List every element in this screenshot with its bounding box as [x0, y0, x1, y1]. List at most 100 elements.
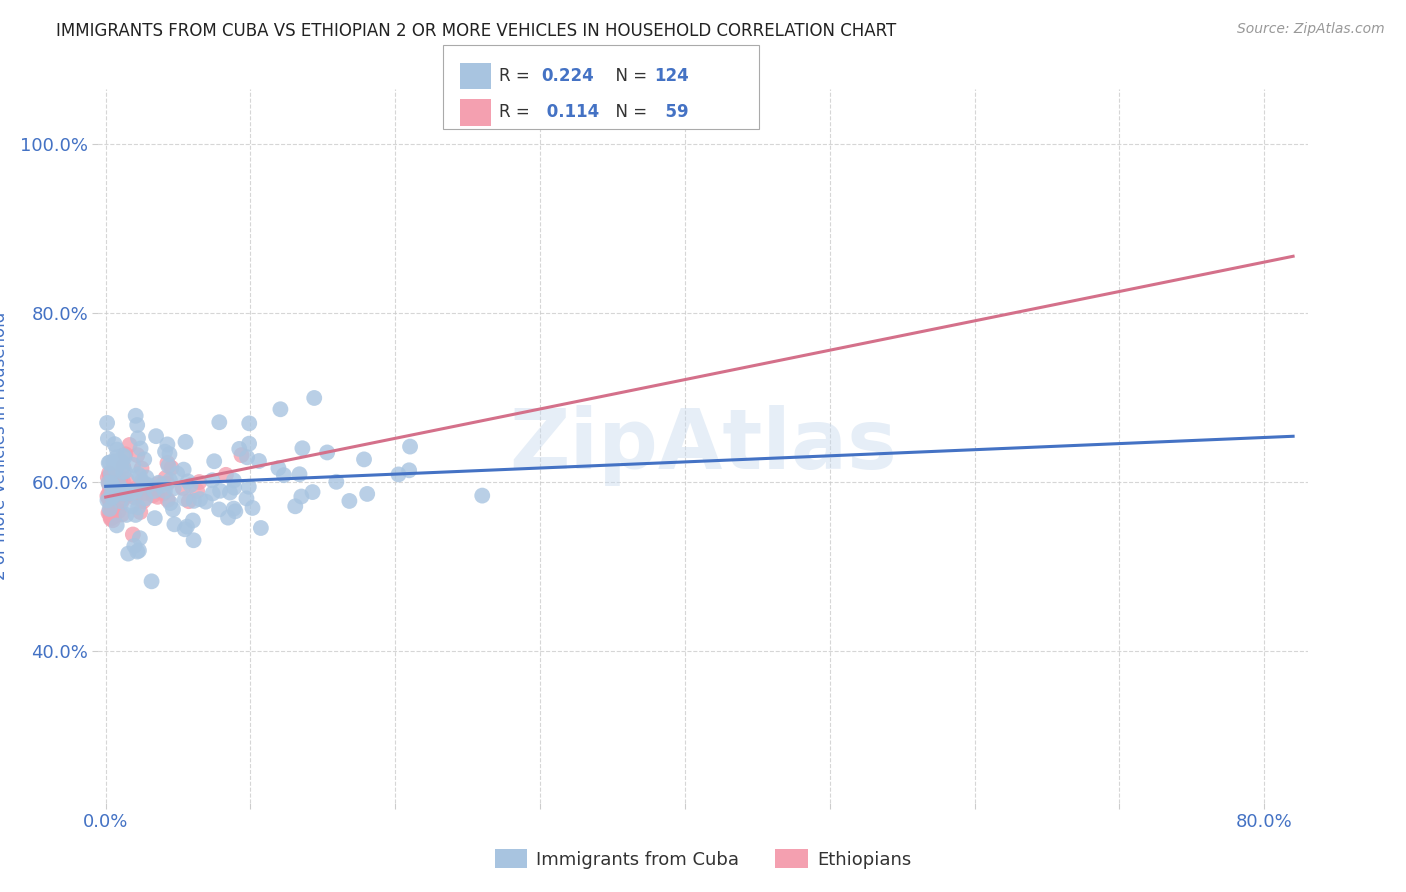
Point — [114, 465, 136, 479]
Point — [159, 496, 181, 510]
Point — [173, 522, 195, 536]
Point — [172, 481, 194, 495]
Point — [100, 490, 122, 504]
Point — [250, 521, 273, 535]
Y-axis label: 2 or more Vehicles in Household: 2 or more Vehicles in Household — [0, 312, 8, 580]
Point — [125, 482, 148, 496]
Point — [127, 500, 149, 515]
Point — [127, 544, 149, 558]
Point — [159, 474, 181, 488]
Point — [238, 480, 260, 494]
Point — [112, 475, 135, 490]
Point — [208, 415, 231, 429]
Point — [219, 485, 242, 500]
Point — [142, 488, 165, 502]
Point — [128, 543, 150, 558]
Point — [150, 479, 173, 493]
Point — [98, 491, 121, 506]
Point — [129, 442, 152, 456]
Point — [120, 486, 142, 500]
Point — [156, 456, 179, 470]
Point — [153, 483, 176, 498]
Point — [127, 448, 149, 462]
Point — [160, 461, 183, 475]
Point — [236, 450, 259, 465]
Point — [97, 506, 120, 520]
Point — [97, 470, 120, 484]
Text: N =: N = — [605, 67, 652, 85]
Point — [141, 482, 163, 496]
Point — [188, 475, 211, 489]
Point — [96, 493, 118, 508]
Point — [100, 486, 122, 500]
Point — [290, 490, 312, 504]
Point — [101, 509, 124, 524]
Point — [134, 452, 156, 467]
Point — [176, 519, 198, 533]
Point — [98, 480, 121, 494]
Point — [201, 473, 224, 487]
Point — [101, 491, 124, 505]
Point — [122, 458, 145, 472]
Point — [224, 481, 246, 495]
Point — [131, 461, 153, 475]
Point — [112, 465, 135, 479]
Point — [134, 491, 156, 506]
Point — [177, 475, 200, 489]
Point — [471, 489, 494, 503]
Point — [112, 449, 135, 463]
Point — [97, 432, 120, 446]
Point — [110, 484, 132, 499]
Point — [183, 533, 205, 548]
Point — [238, 417, 260, 431]
Point — [186, 484, 208, 499]
Point — [188, 492, 211, 507]
Point — [131, 475, 153, 489]
Point — [115, 508, 138, 522]
Point — [353, 452, 375, 467]
Point — [132, 494, 155, 508]
Point — [127, 431, 149, 445]
Point — [100, 466, 122, 480]
Text: IMMIGRANTS FROM CUBA VS ETHIOPIAN 2 OR MORE VEHICLES IN HOUSEHOLD CORRELATION CH: IMMIGRANTS FROM CUBA VS ETHIOPIAN 2 OR M… — [56, 22, 897, 40]
Point — [107, 504, 129, 518]
Point — [228, 442, 250, 456]
Text: Source: ZipAtlas.com: Source: ZipAtlas.com — [1237, 22, 1385, 37]
Point — [224, 504, 246, 518]
Point — [112, 484, 135, 499]
Point — [104, 463, 127, 477]
Point — [273, 468, 295, 483]
Point — [284, 500, 307, 514]
Point — [121, 499, 143, 513]
Point — [104, 486, 127, 500]
Point — [316, 445, 339, 459]
Point — [291, 442, 314, 456]
Point — [124, 491, 146, 505]
Point — [152, 486, 174, 500]
Point — [114, 484, 136, 499]
Point — [98, 466, 121, 480]
Point — [132, 475, 155, 490]
Point — [215, 467, 238, 482]
Point — [155, 471, 177, 485]
Point — [108, 474, 131, 488]
Point — [174, 434, 197, 449]
Point — [153, 444, 176, 458]
Text: 0.114: 0.114 — [541, 103, 599, 121]
Legend: Immigrants from Cuba, Ethiopians: Immigrants from Cuba, Ethiopians — [488, 842, 918, 876]
Point — [108, 477, 131, 491]
Point — [222, 501, 245, 516]
Point — [148, 475, 170, 490]
Point — [301, 485, 323, 500]
Point — [302, 391, 325, 405]
Point — [181, 514, 204, 528]
Point — [125, 409, 148, 423]
Point — [112, 491, 135, 506]
Point — [104, 481, 127, 495]
Text: 59: 59 — [654, 103, 689, 121]
Point — [100, 511, 122, 525]
Point — [105, 442, 128, 457]
Point — [114, 447, 136, 461]
Point — [145, 429, 167, 443]
Point — [162, 482, 184, 496]
